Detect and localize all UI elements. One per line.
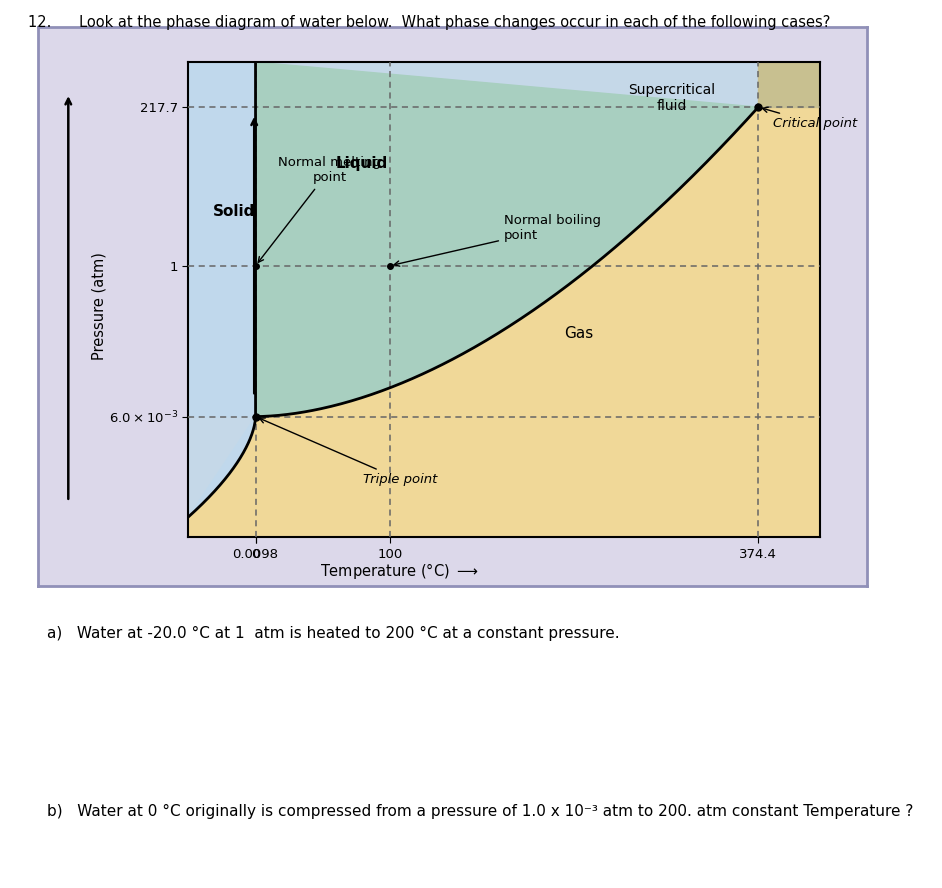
Text: Temperature ($\mathregular{°C}$) $\longrightarrow$: Temperature ($\mathregular{°C}$) $\longr… (320, 561, 479, 582)
Text: Normal boiling
point: Normal boiling point (394, 214, 601, 266)
Text: Pressure (atm): Pressure (atm) (91, 252, 106, 361)
Polygon shape (255, 62, 758, 416)
Text: 12.      Look at the phase diagram of water below.  What phase changes occur in : 12. Look at the phase diagram of water b… (28, 15, 831, 30)
Polygon shape (188, 62, 255, 517)
Text: Supercritical
fluid: Supercritical fluid (628, 83, 715, 113)
Polygon shape (188, 107, 820, 537)
Polygon shape (255, 62, 820, 107)
Polygon shape (758, 62, 820, 107)
Text: Triple point: Triple point (260, 418, 437, 486)
Text: Normal melting
point: Normal melting point (258, 156, 381, 262)
Text: Solid: Solid (213, 204, 255, 219)
Text: a)   Water at -20.0 °C at 1  atm is heated to 200 °C at a constant pressure.: a) Water at -20.0 °C at 1 atm is heated … (47, 626, 620, 641)
Text: b)   Water at 0 °C originally is compressed from a pressure of 1.0 x 10⁻³ atm to: b) Water at 0 °C originally is compresse… (47, 804, 914, 819)
Text: Critical point: Critical point (762, 107, 857, 130)
Text: Liquid: Liquid (336, 156, 388, 171)
Text: Gas: Gas (564, 326, 593, 341)
